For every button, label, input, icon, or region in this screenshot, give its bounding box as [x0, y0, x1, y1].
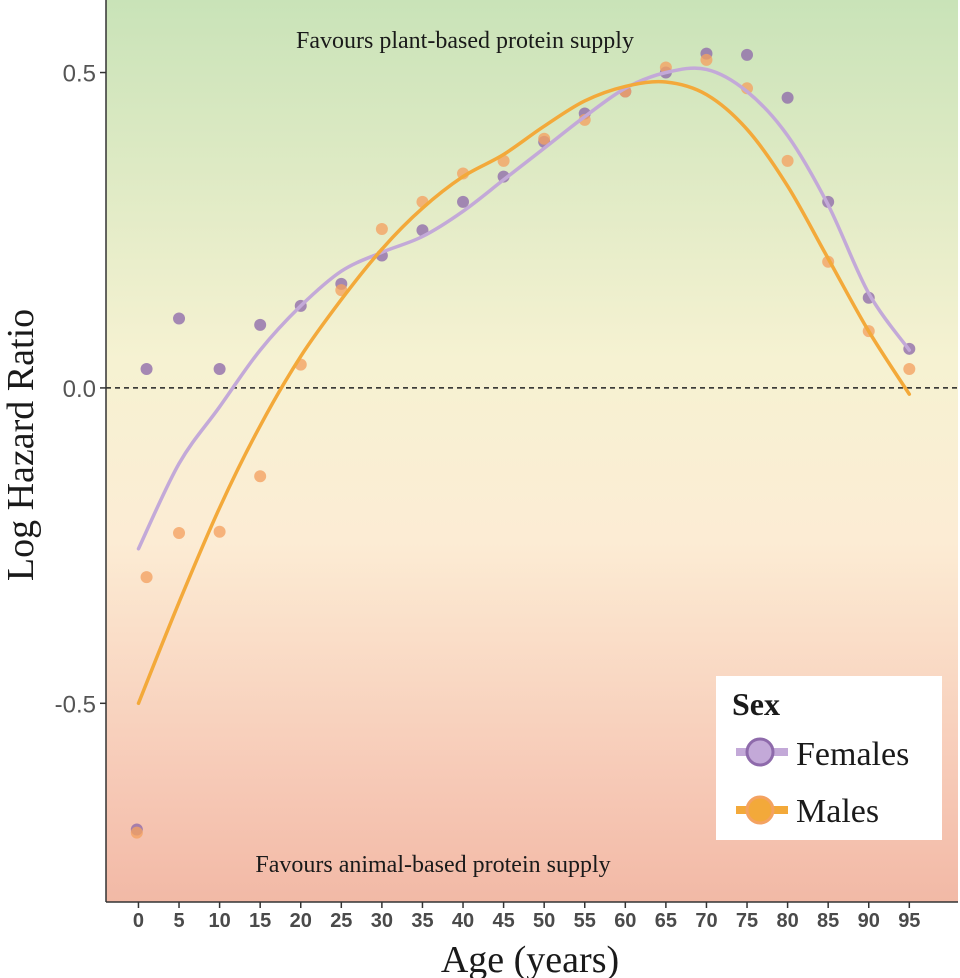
- x-tick-label: 25: [330, 910, 352, 932]
- females-point: [213, 363, 226, 375]
- females-point: [781, 91, 794, 104]
- males-point: [213, 525, 226, 538]
- females-smooth-line: [136, 66, 912, 551]
- males-point: [538, 132, 551, 145]
- females-point: [741, 48, 754, 61]
- males-point: [375, 222, 388, 235]
- males-point: [700, 53, 713, 66]
- females-point: [457, 195, 470, 208]
- annotation-top: Favours plant-based protein supply: [296, 28, 634, 54]
- x-tick-label: 80: [776, 910, 798, 932]
- males-point: [173, 527, 186, 539]
- x-tick-label: 5: [173, 910, 184, 932]
- x-tick-label: 30: [371, 910, 393, 932]
- y-tick-label: 0.0: [63, 376, 96, 403]
- males-point: [140, 571, 153, 584]
- y-tick-label: 0.5: [63, 61, 96, 88]
- males-point: [781, 154, 794, 167]
- annotation-bottom: Favours animal-based protein supply: [255, 852, 610, 878]
- x-tick-label: 15: [249, 910, 271, 932]
- y-tick-label: -0.5: [55, 691, 96, 718]
- x-tick-label: 0: [133, 910, 144, 932]
- x-tick-label: 55: [574, 910, 596, 932]
- x-tick-label: 90: [858, 910, 880, 932]
- x-tick-label: 65: [655, 910, 677, 932]
- legend-marker-males: [745, 795, 775, 825]
- x-tick-label: 70: [695, 910, 717, 932]
- x-tick-label: 45: [492, 910, 514, 932]
- legend-marker-females: [745, 737, 775, 767]
- females-point: [173, 312, 186, 325]
- series-layer: [130, 47, 916, 839]
- x-axis-title: Age (years): [441, 939, 619, 978]
- y-axis-title: Log Hazard Ratio: [0, 309, 42, 581]
- females-point: [254, 318, 267, 331]
- legend-label-females: Females: [796, 736, 909, 773]
- x-tick-label: 35: [411, 910, 433, 932]
- males-point: [254, 470, 267, 483]
- x-axis-ticks: 0 5 10 15 20 25 30 35 40 45 50 55 60 65 70 75 80 85 90 95: [133, 902, 920, 932]
- x-tick-label: 10: [208, 910, 230, 932]
- males-point: [903, 363, 916, 375]
- x-tick-label: 85: [817, 910, 839, 932]
- x-tick-label: 40: [452, 910, 474, 932]
- legend: Sex Females Males: [716, 676, 942, 840]
- x-tick-label: 75: [736, 910, 758, 932]
- females-point: [140, 363, 153, 375]
- x-tick-label: 95: [898, 910, 920, 932]
- x-tick-label: 60: [614, 910, 636, 932]
- legend-title: Sex: [732, 686, 780, 722]
- legend-label-males: Males: [796, 793, 879, 830]
- x-tick-label: 50: [533, 910, 555, 932]
- males-smooth-line: [136, 79, 912, 706]
- males-point: [130, 826, 143, 839]
- x-tick-label: 20: [290, 910, 312, 932]
- y-axis-ticks: 0.5 0.0 -0.5: [55, 61, 106, 718]
